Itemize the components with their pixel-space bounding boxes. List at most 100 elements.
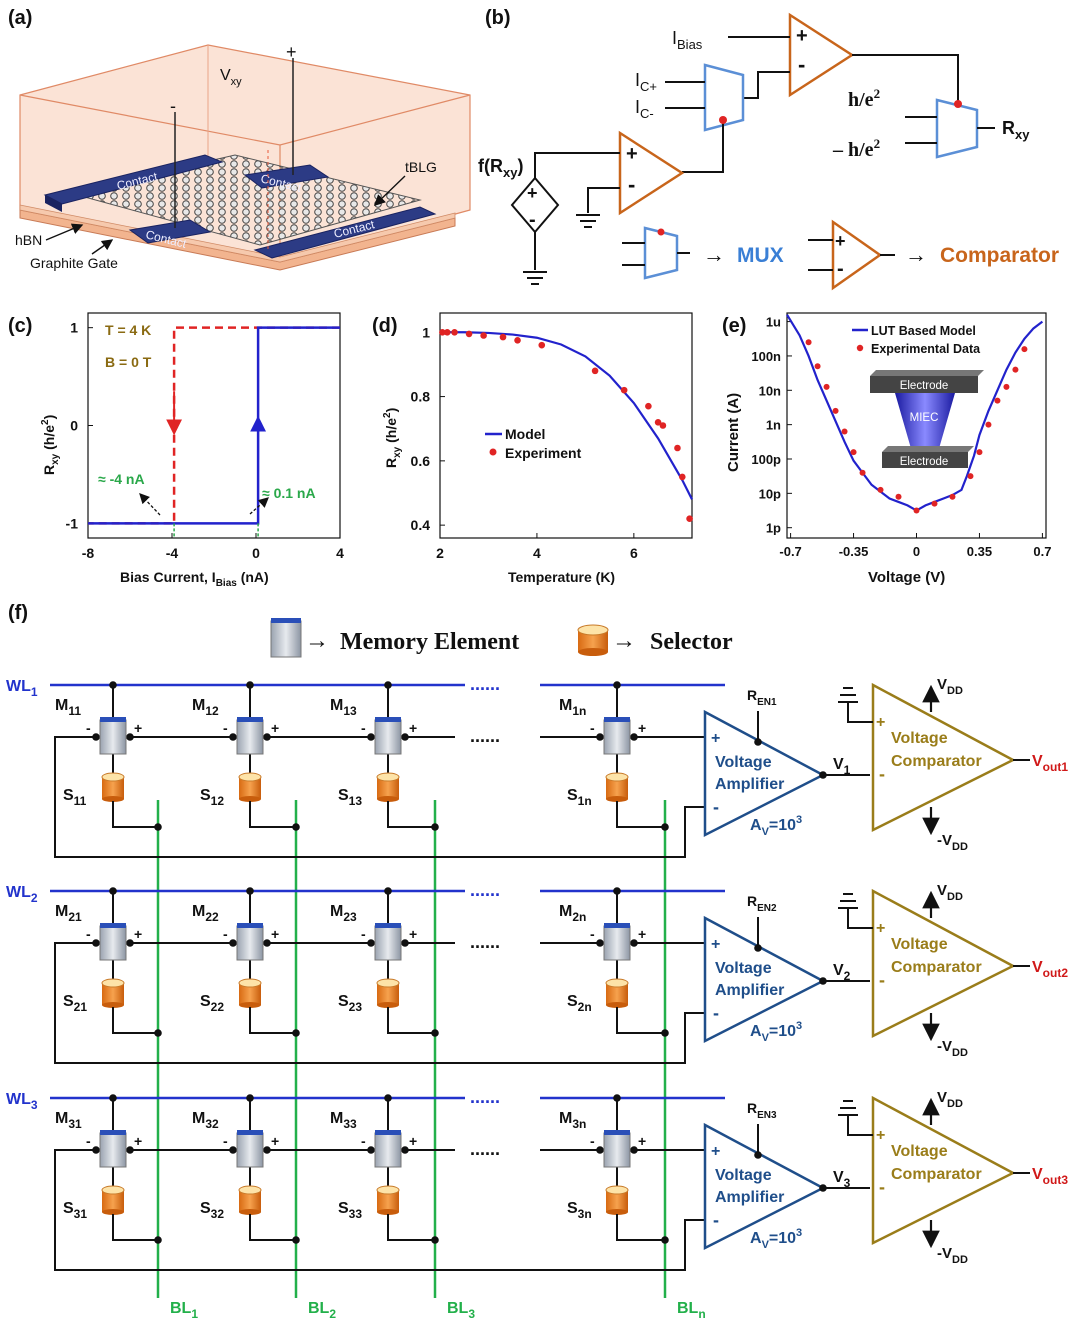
plus-terminal: + (638, 926, 646, 942)
panel-label-e: (e) (722, 315, 746, 337)
minus-h-e2-label: – h/e2 (832, 136, 880, 161)
junction-dot (401, 939, 409, 947)
svg-text:-: - (879, 1177, 885, 1197)
crossbar-cell: - + M33 S33 (330, 1094, 439, 1244)
x-tick-label: -8 (82, 545, 95, 561)
y-tick-label: 0.8 (411, 389, 431, 405)
model-line (440, 331, 693, 500)
selector-legend: Selector (650, 629, 733, 655)
selector (238, 978, 262, 1008)
memory-label: M21 (55, 903, 82, 924)
x-tick-label: 0 (913, 544, 920, 559)
minus-terminal: - (590, 720, 595, 736)
legend-experimental-data: Experimental Data (871, 342, 981, 356)
panel-label-f: (f) (8, 602, 28, 624)
memory-label: M31 (55, 1110, 82, 1131)
experiment-point (913, 507, 920, 514)
selector (101, 978, 125, 1008)
panel-label-a: (a) (8, 7, 32, 29)
x-tick-label: 4 (336, 545, 344, 561)
gain-label: AV=103 (750, 1227, 802, 1251)
selector (376, 978, 400, 1008)
comparator-label-2: Comparator (891, 1166, 982, 1183)
comparator-output-label: Vout1 (1032, 753, 1068, 774)
memory-label: M12 (192, 697, 219, 718)
memory-label: M33 (330, 1110, 357, 1131)
plus-terminal: + (638, 720, 646, 736)
junction-dot (126, 1146, 134, 1154)
graphite-gate-label: Graphite Gate (30, 255, 118, 271)
frxy-label: f(Rxy) (478, 156, 523, 180)
comparator-top (788, 12, 855, 98)
arrow: → (703, 242, 725, 267)
amplifier-label-1: Voltage (715, 754, 772, 771)
plus-terminal: + (271, 720, 279, 736)
selector (605, 1185, 629, 1215)
selector-label: S21 (63, 993, 87, 1014)
memory-label: M13 (330, 697, 357, 718)
selector (376, 772, 400, 802)
junction-dot (630, 939, 638, 947)
junction-dot (754, 944, 762, 952)
y-tick-label: 1u (766, 315, 781, 330)
vxy-label: Vxy (220, 67, 242, 88)
selector-label: S2n (567, 993, 592, 1014)
vdd-label: VDD (937, 882, 963, 903)
experiment-point (443, 328, 451, 336)
x-tick-label: 0.7 (1033, 544, 1051, 559)
panel-label-d: (d) (372, 315, 398, 337)
x-tick-label: 0 (252, 545, 260, 561)
memory-element (99, 1130, 127, 1168)
junction-dot (154, 1236, 162, 1244)
crossbar-cell: - + M21 S21 (55, 887, 162, 1037)
junction-dot (246, 887, 254, 895)
x-tick-label: -0.35 (839, 544, 869, 559)
legend-experiment: Experiment (505, 445, 582, 461)
junction-dot (126, 939, 134, 947)
svg-text:+: + (711, 936, 720, 953)
memory-label: M3n (559, 1110, 586, 1131)
y-tick-label: 1p (766, 521, 781, 536)
junction-dot (596, 1146, 604, 1154)
plot-frame-c (87, 312, 341, 539)
junction-dot (154, 823, 162, 831)
junction-dot (109, 887, 117, 895)
crossbar-array: BL1 BL2 BL3 BLn...... WL1...... - + M11 S11 - + M12… (6, 674, 1068, 1321)
junction-dot (229, 1146, 237, 1154)
arrow: → (905, 242, 927, 267)
comparator-label-1: Voltage (891, 936, 948, 953)
panel-label-b: (b) (485, 7, 511, 29)
selector-label: S12 (200, 787, 224, 808)
plus-terminal: + (409, 926, 417, 942)
legend-arrow: → (305, 627, 329, 654)
selector (101, 772, 125, 802)
voltage-comparator: + -Voltage Comparator VDD -VDD Vout3 (838, 1089, 1068, 1266)
junction-dot (431, 823, 439, 831)
pointer-arrow (249, 497, 269, 515)
ibias-label: IBias (672, 28, 703, 52)
selector (238, 772, 262, 802)
neg-vdd-label: -VDD (937, 1245, 968, 1266)
minus-terminal: - (86, 926, 91, 942)
wordline-ellipsis: ...... (470, 1087, 500, 1107)
x-axis-label-c: Bias Current, IBias (nA) (120, 569, 269, 589)
plus-sign: + (286, 42, 297, 62)
junction-dot (613, 887, 621, 895)
svg-text:-: - (837, 258, 844, 280)
voltage-amplifier: + - Voltage Amplifier AV=103 REN3 V3 (703, 1100, 870, 1251)
plus-terminal: + (409, 720, 417, 736)
wordline-label: WL2 (6, 884, 38, 905)
crossbar-cell: - + M2n S2n (559, 887, 669, 1037)
experiment-point (994, 397, 1001, 404)
minus-terminal: - (590, 926, 595, 942)
crossbar-cell: - + M1n S1n (559, 681, 669, 831)
wordline-label: WL1 (6, 678, 38, 699)
junction-dot (154, 1029, 162, 1037)
svg-text:-: - (713, 1210, 719, 1230)
svg-text:+: + (835, 231, 846, 251)
select-node (719, 116, 727, 124)
icm-label: IC- (635, 97, 654, 121)
